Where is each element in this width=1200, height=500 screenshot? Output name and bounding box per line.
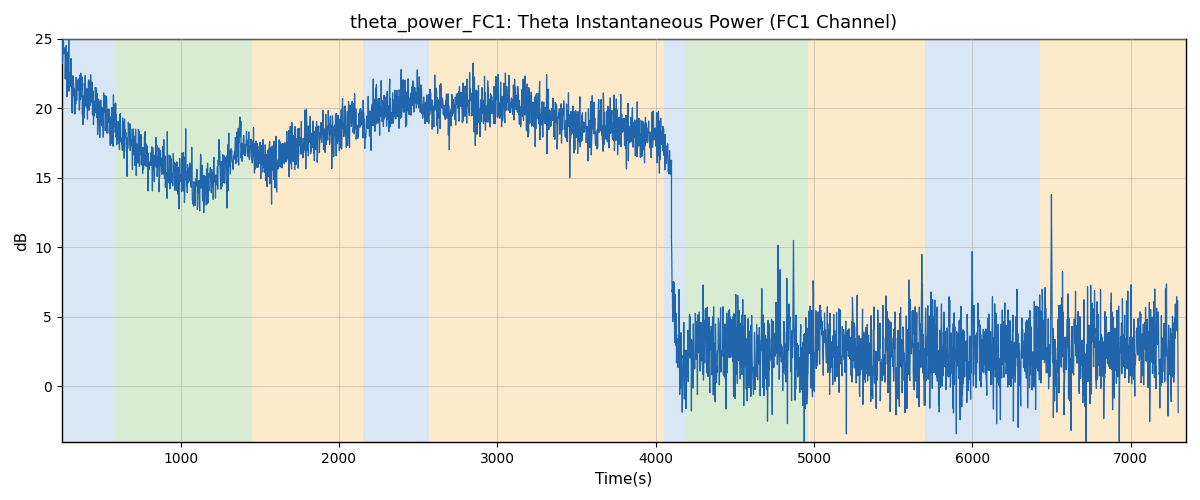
Bar: [115, 39, 252, 442]
Bar: [664, 39, 685, 442]
Bar: [430, 39, 664, 442]
Bar: [61, 39, 115, 442]
Bar: [685, 39, 808, 442]
Title: theta_power_FC1: Theta Instantaneous Power (FC1 Channel): theta_power_FC1: Theta Instantaneous Pow…: [350, 14, 898, 32]
X-axis label: Time(s): Time(s): [595, 471, 653, 486]
Bar: [252, 39, 362, 442]
Y-axis label: dB: dB: [14, 230, 29, 250]
Bar: [925, 39, 1040, 442]
Bar: [808, 39, 925, 442]
Bar: [1040, 39, 1186, 442]
Bar: [362, 39, 430, 442]
